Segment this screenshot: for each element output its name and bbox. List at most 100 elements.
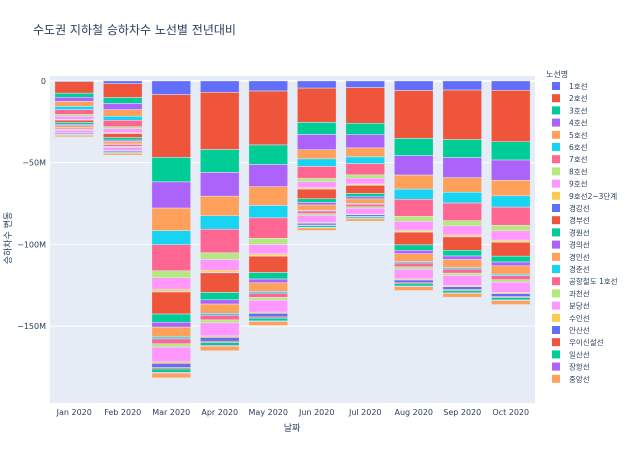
bar-segment bbox=[249, 273, 288, 280]
legend-swatch bbox=[552, 228, 560, 236]
bar-segment bbox=[491, 280, 530, 282]
legend: 노선명 1호선2호선3호선4호선5호선6호선7호선8호선9호선9호선2~3단계경… bbox=[546, 69, 618, 384]
bar-segment bbox=[394, 263, 433, 267]
bar-segment bbox=[443, 256, 482, 260]
bar-segment bbox=[443, 192, 482, 203]
bar-segment bbox=[200, 92, 239, 149]
bar-segment bbox=[152, 339, 191, 344]
bar-segment bbox=[346, 197, 385, 199]
legend-label: 과천선 bbox=[569, 288, 590, 298]
legend-swatch bbox=[552, 338, 560, 346]
bar-segment bbox=[103, 110, 142, 117]
bar-segment bbox=[249, 300, 288, 312]
bar-segment bbox=[491, 262, 530, 266]
bar-segment bbox=[443, 250, 482, 256]
legend-label: 안산선 bbox=[569, 325, 590, 335]
bar-segment bbox=[103, 138, 142, 140]
legend-swatch bbox=[552, 253, 560, 261]
bar-segment bbox=[346, 175, 385, 178]
bar-segment bbox=[200, 216, 239, 229]
bar-segment bbox=[443, 178, 482, 193]
bar-segment bbox=[394, 287, 433, 291]
bar-segment bbox=[200, 343, 239, 346]
bar-segment bbox=[249, 165, 288, 187]
bar-segment bbox=[152, 347, 191, 362]
bar-segment bbox=[152, 245, 191, 271]
legend-swatch bbox=[552, 375, 560, 383]
legend-label: 경인선 bbox=[569, 252, 590, 262]
bar-segment bbox=[491, 276, 530, 280]
bar-segment bbox=[491, 207, 530, 225]
legend-label: 6호선 bbox=[569, 143, 588, 152]
bar-segment bbox=[346, 194, 385, 197]
bar-segment bbox=[443, 260, 482, 268]
bar-segment bbox=[394, 250, 433, 253]
chart-title: 수도권 지하철 승하차수 노선별 전년대비 bbox=[33, 23, 236, 37]
bar-segment bbox=[297, 182, 336, 188]
bar-segment bbox=[103, 127, 142, 129]
bar-segment bbox=[103, 116, 142, 120]
bar-segment bbox=[297, 81, 336, 88]
legend-label: 9호선2~3단계 bbox=[569, 191, 617, 201]
bar-segment bbox=[55, 126, 94, 128]
legend-swatch bbox=[552, 143, 560, 151]
legend-swatch bbox=[552, 302, 560, 310]
bar-segment bbox=[152, 327, 191, 337]
legend-swatch bbox=[552, 82, 560, 90]
x-tick-label: Mar 2020 bbox=[152, 408, 190, 417]
bar-segment bbox=[443, 275, 482, 285]
bar-segment bbox=[249, 238, 288, 244]
bar-segment bbox=[491, 142, 530, 160]
bar-segment bbox=[152, 182, 191, 208]
bar-segment bbox=[55, 130, 94, 133]
bar-segment bbox=[200, 81, 239, 92]
legend-label: 장항선 bbox=[569, 362, 590, 372]
bar-segment bbox=[152, 322, 191, 327]
legend-label: 9호선 bbox=[569, 180, 588, 189]
legend-swatch bbox=[552, 216, 560, 224]
legend-label: 1호선 bbox=[569, 82, 588, 91]
bar-segment bbox=[200, 337, 239, 341]
bar-segment bbox=[152, 292, 191, 314]
bar-segment bbox=[297, 159, 336, 167]
y-tick-label: −50M bbox=[22, 159, 46, 168]
bar-segment bbox=[152, 337, 191, 339]
legend-swatch bbox=[552, 350, 560, 358]
bar-segment bbox=[297, 211, 336, 214]
bar-segment bbox=[491, 81, 530, 90]
x-tick-label: Jul 2020 bbox=[348, 408, 382, 417]
legend-swatch bbox=[552, 180, 560, 188]
legend-label: 8호선 bbox=[569, 167, 588, 176]
bar-segment bbox=[491, 180, 530, 196]
x-tick-label: Aug 2020 bbox=[394, 408, 433, 417]
bar-segment bbox=[103, 145, 142, 147]
legend-label: 수인선 bbox=[569, 313, 590, 323]
bar-segment bbox=[103, 84, 142, 98]
bar-segment bbox=[200, 196, 239, 216]
bar-segment bbox=[55, 93, 94, 97]
legend-label: 분당선 bbox=[569, 301, 590, 311]
x-axis-label: 날짜 bbox=[284, 423, 301, 434]
bar-segment bbox=[249, 283, 288, 292]
bar-segment bbox=[249, 254, 288, 256]
legend-swatch bbox=[552, 167, 560, 175]
bar-segment bbox=[297, 223, 336, 225]
bar-segment bbox=[55, 135, 94, 136]
legend-swatch bbox=[552, 326, 560, 334]
bar-segment bbox=[491, 90, 530, 141]
bar-segment bbox=[297, 166, 336, 178]
bar-segment bbox=[200, 172, 239, 196]
legend-label: 2호선 bbox=[569, 94, 588, 103]
bar-segment bbox=[249, 145, 288, 165]
bar-segment bbox=[200, 315, 239, 320]
bar-segment bbox=[297, 205, 336, 210]
bar-segment bbox=[491, 266, 530, 274]
bar-segment bbox=[200, 229, 239, 253]
bar-segment bbox=[346, 219, 385, 221]
bar-segment bbox=[200, 273, 239, 293]
legend-label: 5호선 bbox=[569, 131, 588, 140]
bar-segment bbox=[55, 82, 94, 93]
bar-segment bbox=[152, 363, 191, 367]
